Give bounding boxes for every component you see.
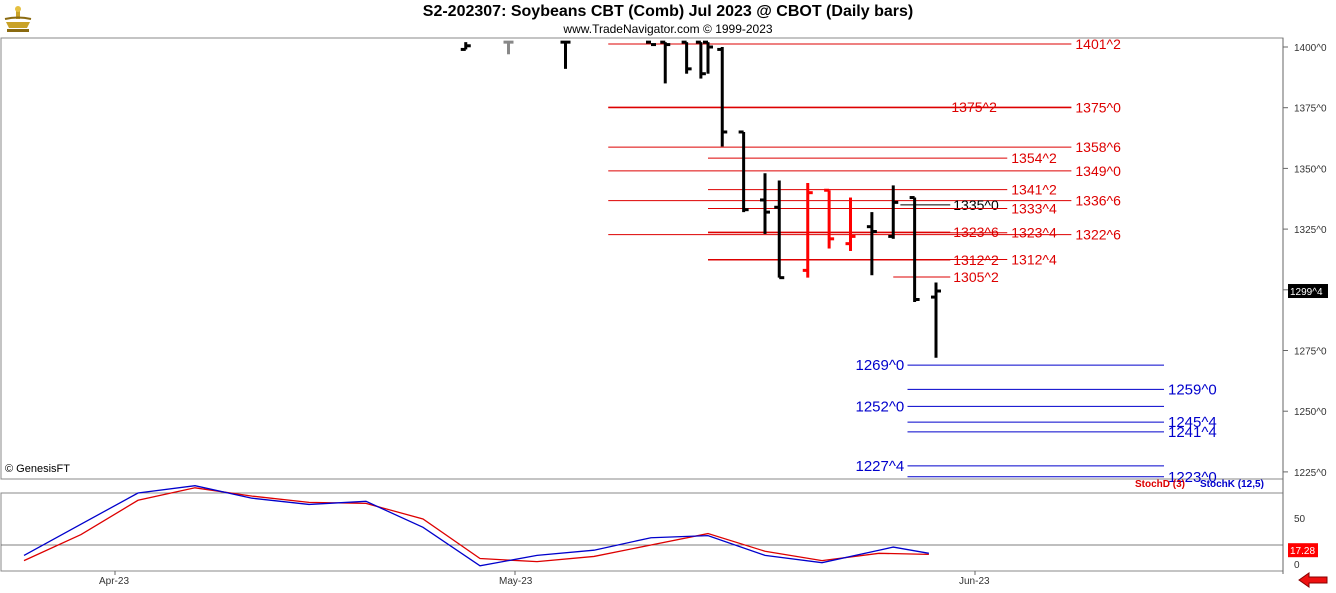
x-tick-label: Jun-23 [959,576,990,587]
level-label: 1336^6 [1075,193,1121,209]
level-label: 1358^6 [1075,139,1121,155]
level-label: 1322^6 [1075,227,1121,243]
level-label: 1312^4 [1011,251,1057,267]
level-label: 1259^0 [1168,381,1217,398]
chart-subtitle: www.TradeNavigator.com © 1999-2023 [563,22,773,36]
ohlc-bar [660,40,671,84]
ohlc-bar [845,197,856,251]
ohlc-bar [503,40,514,55]
ohlc-bars [460,40,941,358]
chart-frame [0,37,1284,574]
level-label: 1323^4 [1011,225,1057,241]
y-tick-label: 1225^0 [1294,468,1327,479]
chart-title: S2-202307: Soybeans CBT (Comb) Jul 2023 … [422,3,914,20]
ohlc-bar [460,42,471,51]
x-tick-label: May-23 [499,576,533,587]
legend-stochk: StochK (12,5) [1200,479,1264,490]
ohlc-bar [931,282,941,358]
level-label: 1305^2 [953,269,999,285]
y-tick-label: 1375^0 [1294,104,1327,115]
level-label: 1333^4 [1011,200,1057,216]
ohlc-bar [866,212,877,276]
ohlc-bar [695,40,706,79]
level-label: 1323^6 [953,224,999,240]
trade-navigator-logo-icon [3,4,33,34]
legend-stochd: StochD (3) [1135,479,1185,490]
ohlc-bar [909,196,920,302]
ohlc-bar [888,185,899,239]
y-tick-label: 1250^0 [1294,407,1327,418]
ohlc-bar [738,130,749,213]
ohlc-bar [646,40,656,47]
price-levels: 1401^2 1375^2 1375^0 1358^6 1354^2 1349^0 1341… [608,36,1217,486]
level-label: 1341^2 [1011,182,1057,198]
chart-header: S2-202307: Soybeans CBT (Comb) Jul 2023 … [0,0,1336,38]
last-price-label: 1299^4 [1290,287,1323,298]
stochastic-line [23,487,929,563]
stoch-last-badge [1288,543,1318,558]
ohlc-bar [703,40,713,74]
level-label: 1269^0 [856,357,905,374]
price-plot-area [0,37,1284,480]
x-tick-label: Apr-23 [99,576,129,587]
stochastic-panel: StochD (3) StochK (12,5) 50 0 17.28 [1,479,1318,571]
stoch-tick-label: 50 [1294,514,1306,525]
ohlc-bar [681,40,692,74]
stochastic-line [23,485,929,567]
level-label: 1227^4 [856,458,905,475]
ohlc-bar [824,188,835,249]
time-axis: Apr-23 May-23 Jun-23 [99,571,990,587]
price-axis: 1400^01375^01350^01325^01300^01275^01250… [1283,43,1328,479]
stochastic-plot-area [0,492,1284,572]
y-tick-label: 1275^0 [1294,347,1327,358]
y-tick-label: 1400^0 [1294,43,1327,54]
level-label: 1223^0 [1168,469,1217,486]
last-price-badge [1288,284,1328,299]
level-label: 1349^0 [1075,163,1121,179]
ohlc-bar [774,180,785,280]
level-label: 1375^2 [951,99,997,115]
level-label: 1375^0 [1075,100,1121,116]
stoch-tick-label: 0 [1294,560,1300,571]
y-tick-label: 1350^0 [1294,164,1327,175]
level-label: 1241^4 [1168,424,1217,441]
ohlc-bar [560,40,571,69]
red-left-arrow-icon[interactable] [1297,572,1329,588]
stoch-last-label: 17.28 [1290,546,1315,557]
level-label: 1252^0 [856,398,905,415]
level-label: 1335^0 [953,197,999,213]
level-label: 1354^2 [1011,150,1057,166]
level-label: 1312^2 [953,252,999,268]
ohlc-bar [802,182,813,278]
ohlc-bar [717,47,728,147]
level-label: 1401^2 [1075,36,1121,52]
level-label: 1245^4 [1168,414,1217,431]
watermark: © GenesisFT [5,463,70,475]
ohlc-bar [760,173,770,234]
y-tick-label: 1325^0 [1294,225,1327,236]
